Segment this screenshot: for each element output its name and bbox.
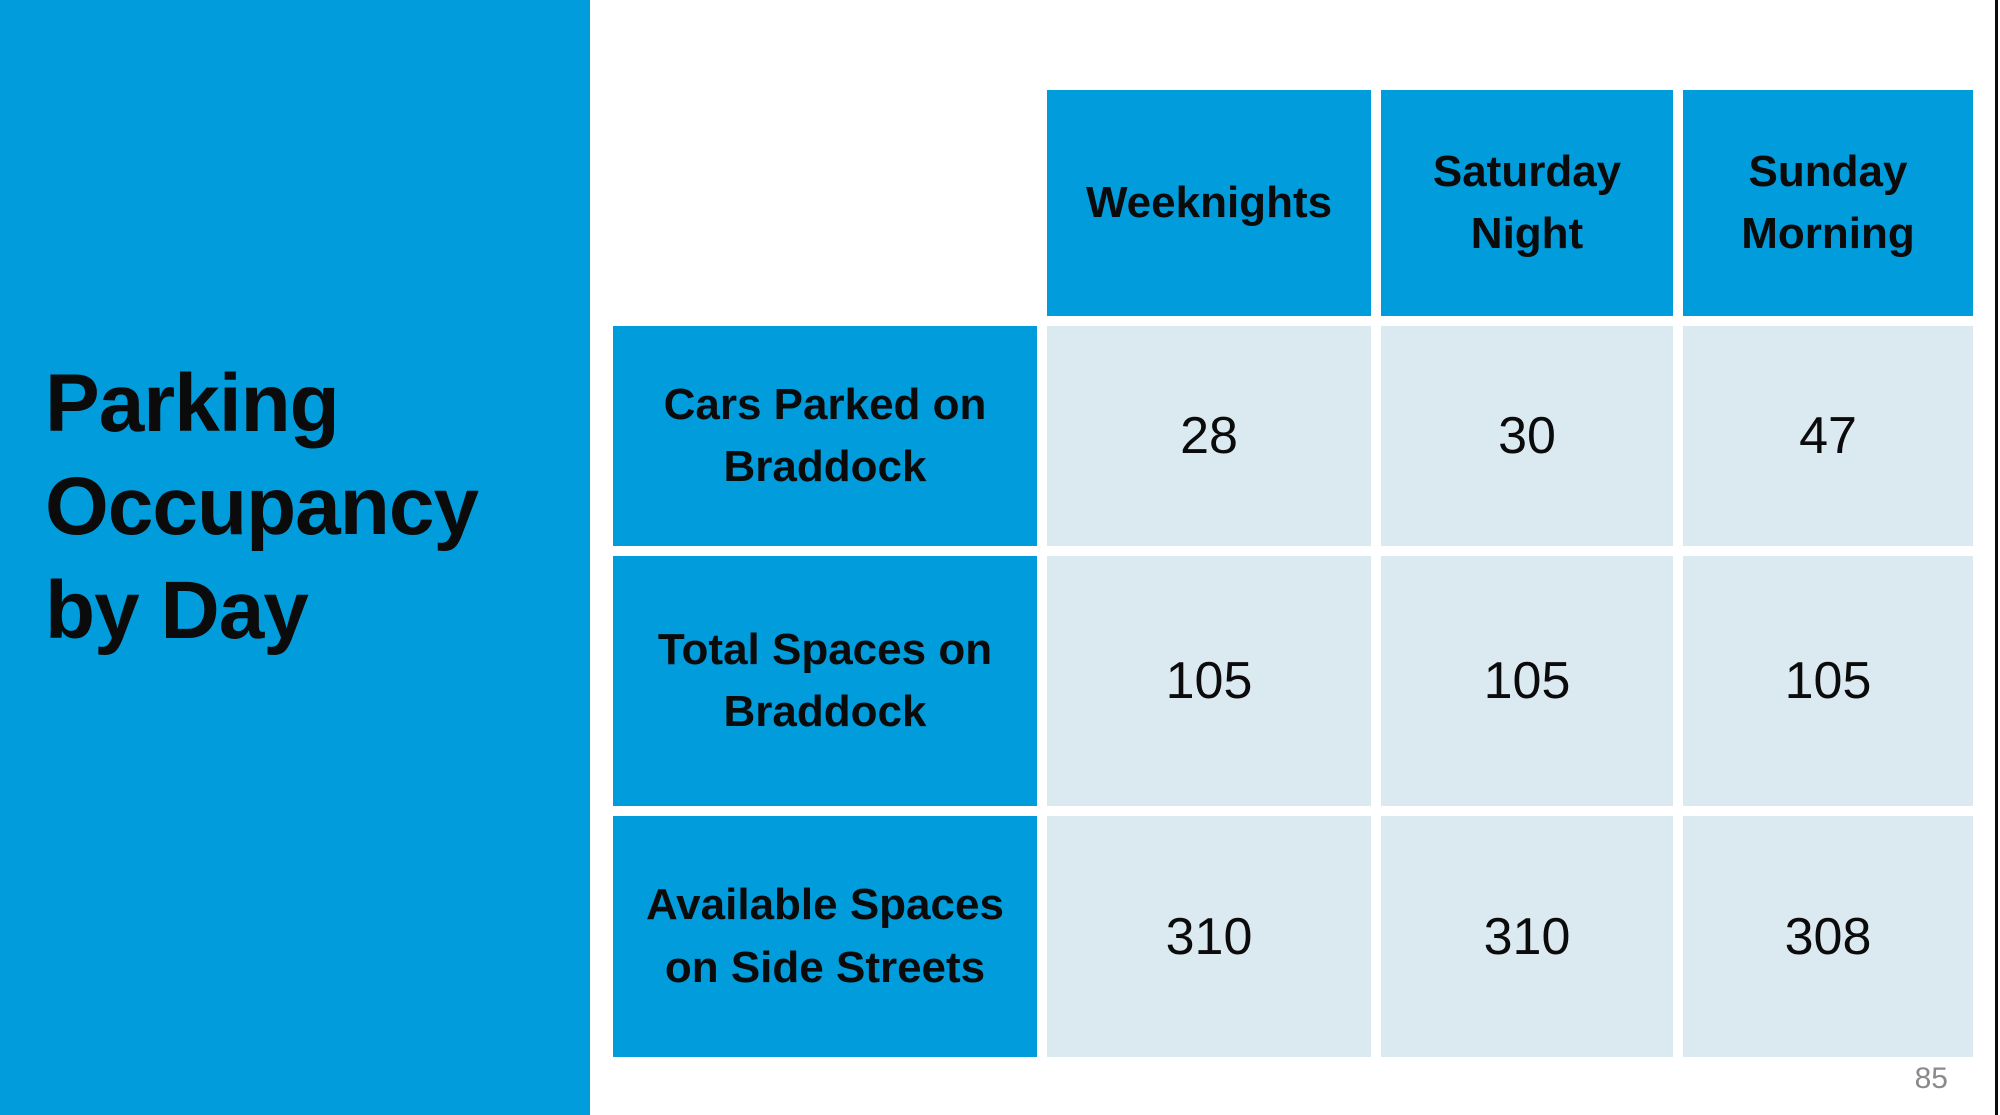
value-cars-parked-saturday-night: 30 [1381, 326, 1673, 546]
row-header-cars-parked-on-braddock: Cars Parked on Braddock [613, 326, 1037, 546]
value-cars-parked-sunday-morning: 47 [1683, 326, 1973, 546]
value-total-spaces-sunday-morning: 105 [1683, 556, 1973, 806]
column-header-weeknights: Weeknights [1047, 90, 1371, 316]
column-header-saturday-night: Saturday Night [1381, 90, 1673, 316]
page-number: 85 [1914, 1062, 1948, 1095]
value-available-spaces-weeknights: 310 [1047, 816, 1371, 1057]
value-total-spaces-saturday-night: 105 [1381, 556, 1673, 806]
title-panel: Parking Occupancy by Day [0, 0, 590, 1115]
row-header-available-spaces-side-streets: Available Spaces on Side Streets [613, 816, 1037, 1057]
value-available-spaces-saturday-night: 310 [1381, 816, 1673, 1057]
value-total-spaces-weeknights: 105 [1047, 556, 1371, 806]
column-header-sunday-morning: Sunday Morning [1683, 90, 1973, 316]
value-cars-parked-weeknights: 28 [1047, 326, 1371, 546]
parking-occupancy-table: Weeknights Saturday Night Sunday Morning… [613, 90, 1973, 1057]
window-right-edge-line [1995, 0, 1998, 1115]
value-available-spaces-sunday-morning: 308 [1683, 816, 1973, 1057]
row-header-total-spaces-on-braddock: Total Spaces on Braddock [613, 556, 1037, 806]
slide-title: Parking Occupancy by Day [45, 358, 479, 656]
table-corner-cell [613, 90, 1037, 316]
